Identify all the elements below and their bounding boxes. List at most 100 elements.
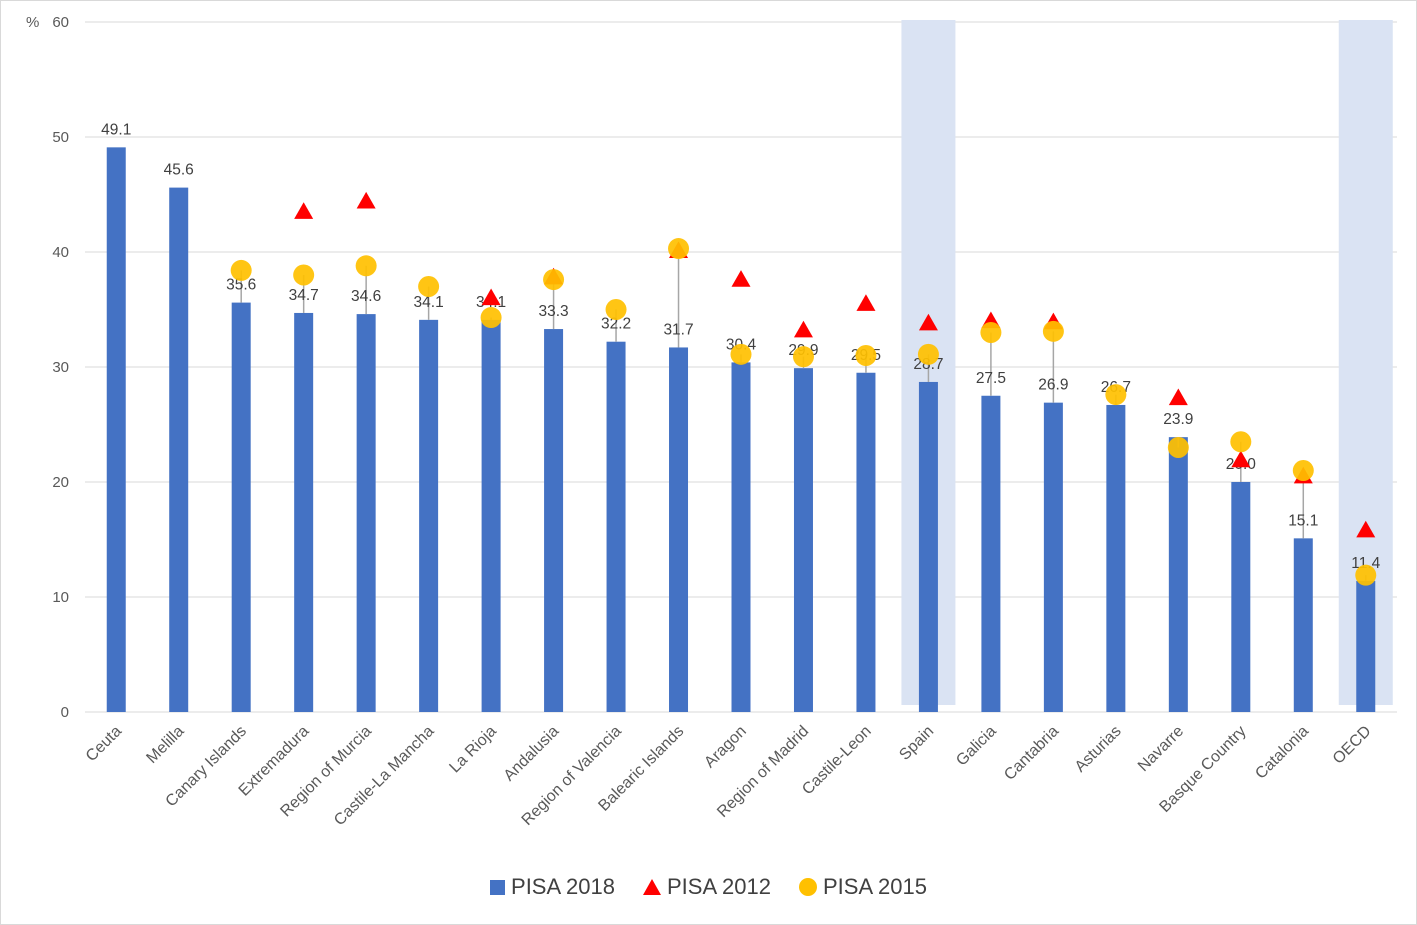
circle-marker <box>668 238 690 260</box>
category-label: Melilla <box>143 723 187 767</box>
bar <box>1168 437 1188 712</box>
data-label: 34.1 <box>414 294 444 311</box>
category-label: Ceuta <box>83 723 125 765</box>
highlight-bands <box>901 20 1393 705</box>
data-labels: 49.145.635.634.734.634.134.133.332.231.7… <box>101 121 1380 572</box>
triangle-marker <box>1231 450 1251 468</box>
triangle-marker <box>294 202 314 219</box>
legend-item-pisa-2015: PISA 2015 <box>798 874 927 900</box>
circle-marker <box>1230 431 1252 453</box>
y-tick-label: 0 <box>61 704 69 721</box>
data-label: 34.7 <box>289 287 319 304</box>
bar <box>544 329 564 712</box>
circle-marker <box>980 322 1002 343</box>
circle-marker <box>418 276 440 297</box>
legend-swatch-bar <box>490 879 506 895</box>
y-unit-label: % <box>26 14 39 31</box>
data-label: 23.9 <box>1163 411 1193 428</box>
circle-marker <box>1042 320 1064 342</box>
data-label: 15.1 <box>1288 512 1318 529</box>
chart-plot: % 0 10 20 30 40 50 60 49.1 45.6 35.6 34.7 34.6 34.1… <box>26 14 1397 829</box>
legend-item-pisa-2012: PISA 2012 <box>643 874 771 900</box>
circle-marker <box>293 264 315 286</box>
triangle-marker <box>1356 520 1376 538</box>
category-label: Asturias <box>1072 723 1125 776</box>
data-label: 33.3 <box>538 303 568 320</box>
bar <box>1106 404 1126 712</box>
legend: PISA 2018 PISA 2012 PISA 2015 <box>0 874 1417 900</box>
legend-label: PISA 2015 <box>822 874 927 899</box>
circle-marker <box>730 343 752 365</box>
data-label: 31.7 <box>663 321 693 338</box>
legend-label: PISA 2018 <box>511 874 615 899</box>
legend-swatch-triangle <box>643 879 661 895</box>
triangle-marker <box>481 288 501 306</box>
circle-marker <box>1167 437 1189 458</box>
data-label: 27.5 <box>976 370 1006 387</box>
bar <box>731 362 751 712</box>
data-label: 49.1 <box>101 121 131 138</box>
circle-marker <box>543 269 565 291</box>
circle-marker <box>917 343 939 365</box>
circle-marker <box>1292 460 1314 481</box>
triangle-marker <box>356 191 376 209</box>
y-tick-label: 50 <box>52 129 69 146</box>
circle-marker <box>355 255 377 277</box>
y-tick-label: 20 <box>52 474 69 491</box>
circle-marker <box>480 307 502 329</box>
circle-marker <box>792 346 814 368</box>
circle-marker <box>230 259 252 281</box>
bar <box>356 314 376 712</box>
bar <box>1043 402 1063 712</box>
bar <box>1356 580 1376 712</box>
circle-marker <box>1105 384 1127 406</box>
circle-marker <box>605 299 627 320</box>
triangle-marker <box>793 320 813 338</box>
bar <box>856 372 876 712</box>
circle-marker <box>855 345 877 366</box>
bar <box>169 187 189 713</box>
data-label: 32.2 <box>601 316 631 333</box>
bar <box>106 147 126 713</box>
bar <box>1293 538 1313 712</box>
y-tick-label: 40 <box>52 244 69 261</box>
bar <box>606 341 626 712</box>
category-label: Spain <box>896 723 937 764</box>
data-label: 34.6 <box>351 288 381 305</box>
category-label: Cantabria <box>1001 723 1062 784</box>
bar <box>231 302 251 712</box>
y-axis: % 0 10 20 30 40 50 60 <box>26 14 69 721</box>
bar <box>981 395 1001 712</box>
bars-pisa-2018 <box>106 147 1376 713</box>
triangle-marker <box>918 313 938 331</box>
category-label: Aragon <box>701 723 750 772</box>
bar <box>1231 482 1251 712</box>
triangle-marker <box>856 294 876 311</box>
bar <box>669 347 689 712</box>
category-label: Galicia <box>953 723 1000 770</box>
legend-swatch-circle <box>798 878 817 896</box>
category-label: Catalonia <box>1252 723 1312 783</box>
data-label: 35.6 <box>226 277 256 294</box>
triangle-marker <box>1168 388 1188 406</box>
y-tick-label: 30 <box>52 359 69 376</box>
y-tick-label: 60 <box>52 14 69 31</box>
bar <box>793 368 813 712</box>
data-label: 26.9 <box>1038 377 1068 394</box>
category-label: OECD <box>1330 723 1375 768</box>
circle-marker <box>1355 564 1377 586</box>
triangle-marker <box>731 270 751 287</box>
bar <box>918 381 938 712</box>
category-label: Andalusia <box>501 723 563 785</box>
legend-item-pisa-2018: PISA 2018 <box>490 874 615 900</box>
category-label: La Rioja <box>446 723 500 777</box>
bar <box>481 319 501 712</box>
data-label: 45.6 <box>164 162 194 179</box>
bar <box>419 319 439 712</box>
category-label: Navarre <box>1135 723 1187 775</box>
bar <box>294 312 314 712</box>
legend-label: PISA 2012 <box>667 874 771 899</box>
markers-pisa-2012 <box>294 191 1376 538</box>
y-tick-label: 10 <box>52 589 69 606</box>
